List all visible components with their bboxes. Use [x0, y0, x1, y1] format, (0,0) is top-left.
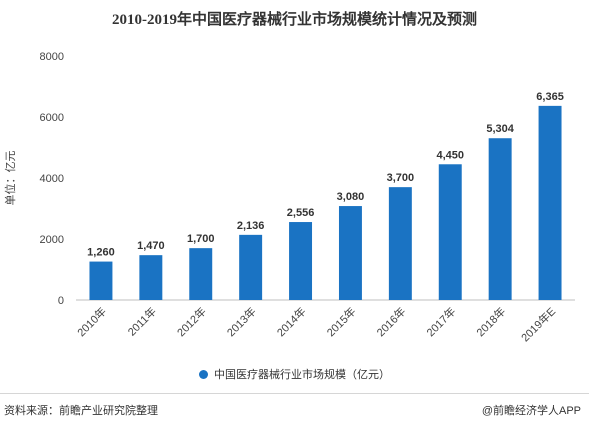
data-label: 4,450 [436, 149, 464, 161]
data-label: 3,080 [337, 191, 365, 203]
bar [538, 105, 562, 301]
y-tick-label: 6000 [40, 112, 64, 124]
bar [89, 261, 113, 300]
footer-divider [0, 393, 589, 394]
legend-swatch [199, 369, 208, 379]
bar [388, 187, 412, 300]
bar [438, 164, 462, 300]
bar-series [89, 105, 562, 301]
data-label: 1,700 [187, 233, 215, 245]
bar [189, 248, 213, 300]
y-tick-label: 2000 [40, 234, 64, 246]
bar [488, 138, 512, 300]
data-label: 6,365 [536, 91, 564, 103]
x-tick-label: 2012年 [174, 304, 209, 339]
legend-label: 中国医疗器械行业市场规模（亿元） [214, 369, 390, 381]
x-tick-label: 2015年 [324, 304, 359, 339]
source-note: 资料来源：前瞻产业研究院整理 [4, 405, 158, 417]
x-tick-label: 2010年 [74, 304, 109, 339]
y-tick-label: 4000 [40, 173, 64, 185]
data-label: 1,470 [137, 240, 165, 252]
data-label: 2,556 [287, 207, 315, 219]
legend: 中国医疗器械行业市场规模（亿元） [0, 366, 589, 382]
bar [239, 234, 263, 300]
data-label: 2,136 [237, 220, 265, 232]
x-tick-label: 2017年 [423, 304, 458, 339]
x-tick-label: 2013年 [224, 304, 259, 339]
bar [289, 222, 313, 300]
x-tick-label: 2014年 [274, 304, 309, 339]
bar [139, 255, 163, 300]
data-labels: 1,260 1,470 1,700 2,136 2,556 3,080 3,700 4,450… [87, 91, 564, 259]
x-tick-label: 2018年 [473, 304, 508, 339]
y-axis-ticks: 0 2000 4000 6000 8000 [40, 51, 64, 307]
y-axis-label: 单位：亿元 [3, 151, 17, 206]
data-label: 3,700 [387, 172, 415, 184]
credit-note: @前瞻经济学人APP [481, 405, 581, 417]
data-label: 1,260 [87, 247, 115, 259]
chart-title: 2010-2019年中国医疗器械行业市场规模统计情况及预测 [112, 12, 477, 28]
x-tick-label: 2011年 [125, 304, 159, 338]
data-label: 5,304 [486, 123, 514, 135]
bar [338, 206, 362, 300]
x-tick-label: 2019年E [518, 304, 558, 344]
x-tick-label: 2016年 [373, 304, 408, 339]
y-tick-label: 0 [58, 295, 64, 307]
x-axis-ticks: 2010年 2011年 2012年 2013年 2014年 2015年 2016年 2017年… [74, 304, 558, 344]
y-tick-label: 8000 [40, 51, 64, 63]
y-axis-title: 单位：亿元 [3, 151, 17, 206]
